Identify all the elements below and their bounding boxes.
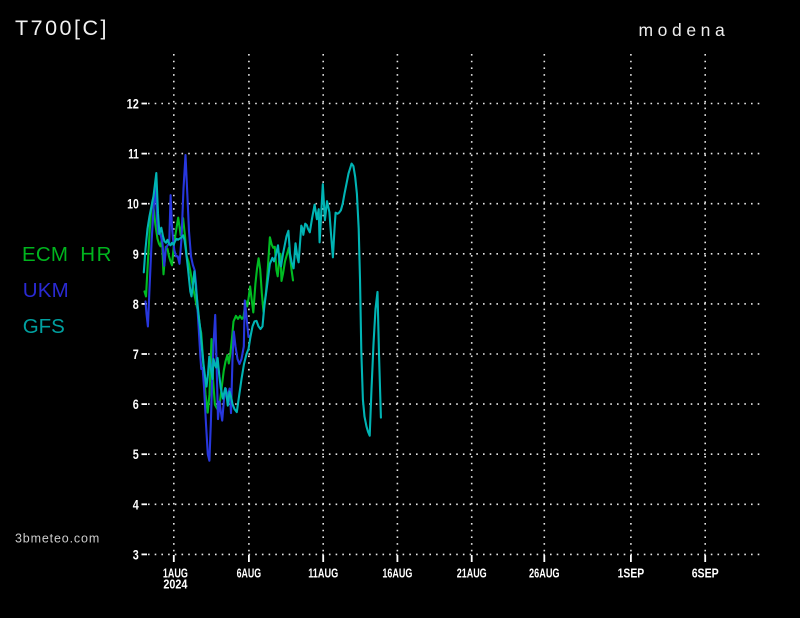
- svg-text:10: 10: [127, 197, 139, 212]
- svg-text:26AUG: 26AUG: [529, 566, 560, 581]
- svg-text:GFS: GFS: [23, 315, 65, 338]
- svg-text:2024: 2024: [163, 576, 188, 591]
- svg-text:modena: modena: [639, 20, 730, 40]
- svg-text:11AUG: 11AUG: [308, 566, 338, 581]
- svg-text:9: 9: [133, 247, 139, 262]
- svg-text:UKM: UKM: [23, 279, 69, 302]
- svg-text:3: 3: [133, 547, 139, 562]
- svg-text:6: 6: [133, 397, 139, 412]
- svg-text:5: 5: [133, 447, 139, 462]
- svg-text:21AUG: 21AUG: [457, 566, 487, 581]
- svg-text:HR: HR: [80, 243, 113, 266]
- svg-text:6AUG: 6AUG: [237, 566, 262, 581]
- svg-text:16AUG: 16AUG: [382, 566, 412, 581]
- svg-text:ECM: ECM: [22, 243, 68, 266]
- svg-text:1AUG: 1AUG: [163, 566, 188, 581]
- svg-text:6SEP: 6SEP: [692, 566, 719, 581]
- svg-text:12: 12: [127, 97, 139, 112]
- svg-text:11: 11: [128, 147, 139, 162]
- svg-text:1SEP: 1SEP: [618, 566, 645, 581]
- svg-text:4: 4: [133, 497, 139, 512]
- svg-text:7: 7: [133, 347, 139, 362]
- svg-text:T700[C]: T700[C]: [15, 16, 109, 40]
- svg-text:3bmeteo.com: 3bmeteo.com: [15, 532, 100, 546]
- svg-text:8: 8: [133, 297, 139, 312]
